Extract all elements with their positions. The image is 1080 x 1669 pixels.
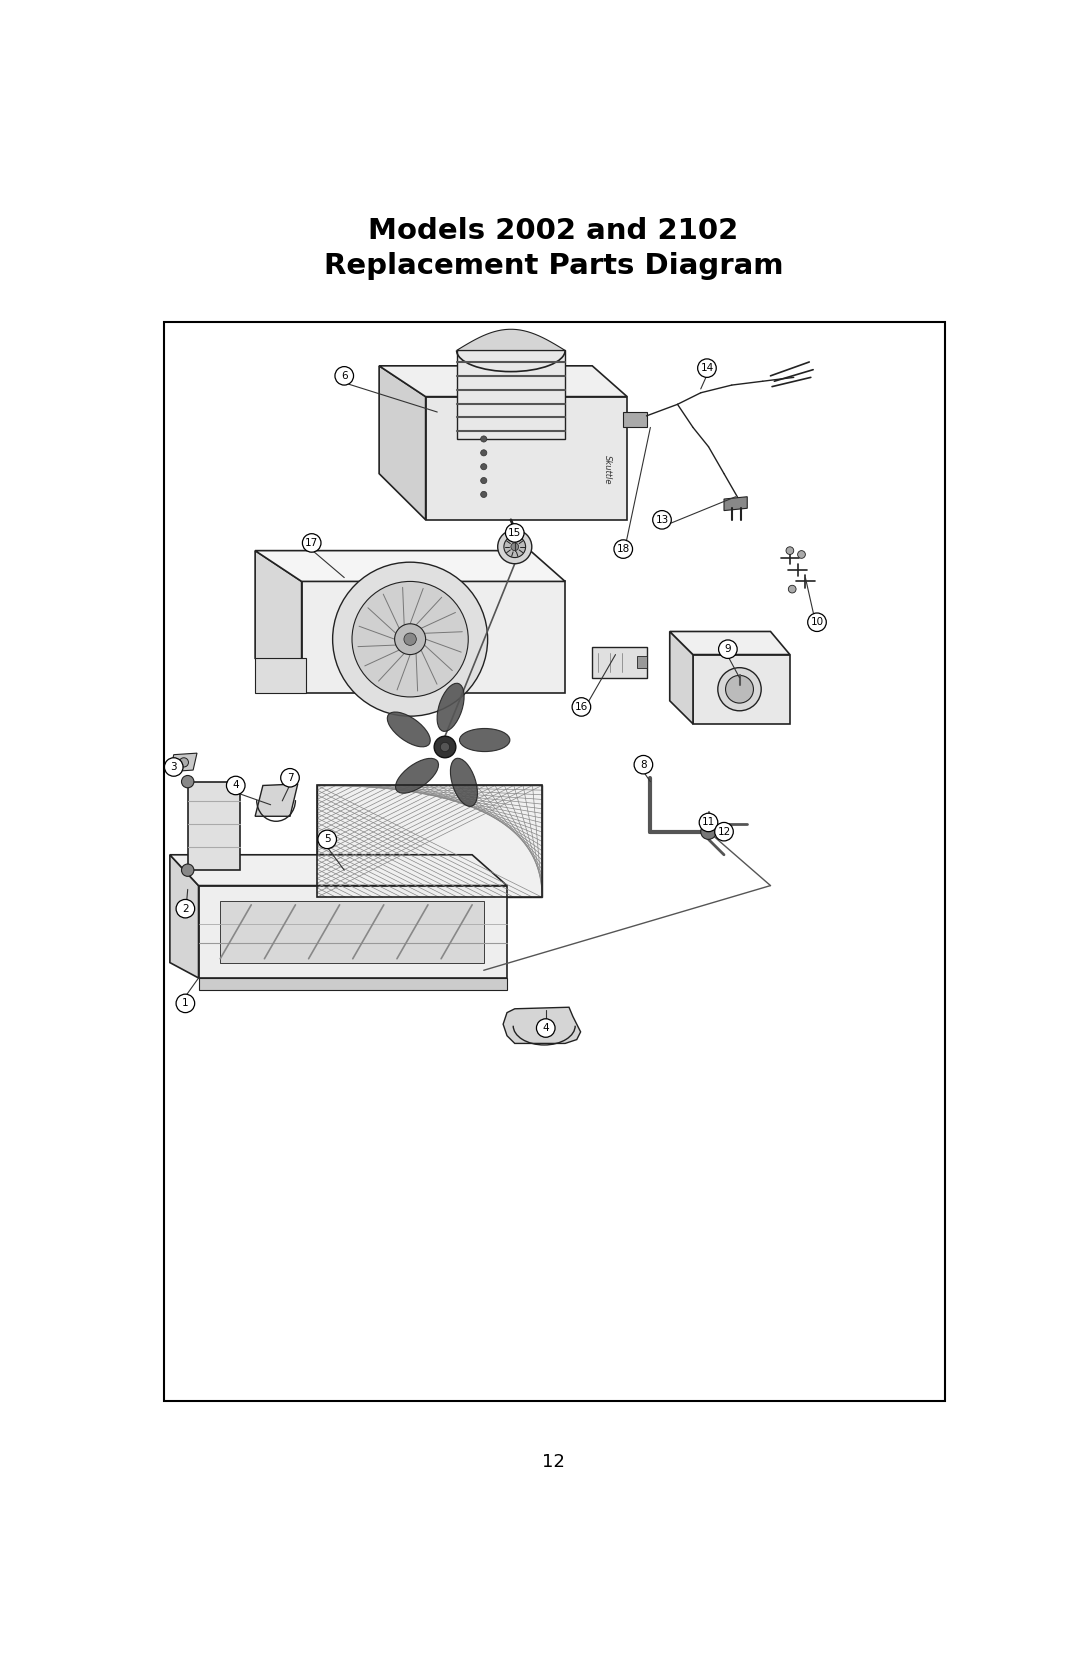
Circle shape xyxy=(281,768,299,788)
Text: 6: 6 xyxy=(341,371,348,381)
Circle shape xyxy=(726,676,754,703)
Polygon shape xyxy=(693,654,789,724)
Circle shape xyxy=(176,995,194,1013)
Circle shape xyxy=(318,829,337,848)
Circle shape xyxy=(335,367,353,386)
Polygon shape xyxy=(220,901,484,963)
Polygon shape xyxy=(457,329,565,350)
Circle shape xyxy=(788,586,796,592)
Bar xyxy=(164,322,945,1402)
Text: Models 2002 and 2102: Models 2002 and 2102 xyxy=(368,217,739,245)
Text: 4: 4 xyxy=(232,781,239,791)
Circle shape xyxy=(786,547,794,554)
Text: 15: 15 xyxy=(508,527,522,537)
Ellipse shape xyxy=(395,758,438,793)
Polygon shape xyxy=(623,412,647,427)
Circle shape xyxy=(718,668,761,711)
Circle shape xyxy=(505,524,524,542)
Text: 13: 13 xyxy=(656,514,669,524)
Circle shape xyxy=(504,536,526,557)
Circle shape xyxy=(176,900,194,918)
Circle shape xyxy=(511,542,518,551)
Circle shape xyxy=(441,743,449,751)
Circle shape xyxy=(718,639,738,659)
Polygon shape xyxy=(255,784,298,816)
Polygon shape xyxy=(670,631,693,724)
Polygon shape xyxy=(503,1006,581,1043)
Circle shape xyxy=(434,736,456,758)
Polygon shape xyxy=(670,631,789,654)
Circle shape xyxy=(715,823,733,841)
Polygon shape xyxy=(170,855,507,886)
Polygon shape xyxy=(301,581,565,693)
Polygon shape xyxy=(457,350,565,439)
Circle shape xyxy=(394,624,426,654)
Ellipse shape xyxy=(450,758,477,806)
Polygon shape xyxy=(255,551,565,581)
Circle shape xyxy=(652,511,672,529)
Circle shape xyxy=(481,491,487,497)
Text: 3: 3 xyxy=(171,763,177,773)
Text: 18: 18 xyxy=(617,544,630,554)
Text: 17: 17 xyxy=(305,537,319,547)
Circle shape xyxy=(613,539,633,559)
Polygon shape xyxy=(170,855,199,978)
Circle shape xyxy=(481,477,487,484)
Circle shape xyxy=(352,581,469,698)
Circle shape xyxy=(181,776,194,788)
Text: 12: 12 xyxy=(542,1452,565,1470)
Polygon shape xyxy=(255,551,301,693)
Circle shape xyxy=(179,758,189,768)
Text: 12: 12 xyxy=(717,826,731,836)
Circle shape xyxy=(634,756,652,774)
Polygon shape xyxy=(170,753,197,771)
Text: Skuttle: Skuttle xyxy=(604,456,612,484)
Text: 10: 10 xyxy=(810,618,824,628)
Polygon shape xyxy=(318,786,542,898)
Ellipse shape xyxy=(437,683,464,731)
Polygon shape xyxy=(379,366,627,397)
Ellipse shape xyxy=(388,713,430,746)
Text: 4: 4 xyxy=(542,1023,549,1033)
Text: 11: 11 xyxy=(702,818,715,828)
Polygon shape xyxy=(255,659,306,693)
Text: 8: 8 xyxy=(640,759,647,769)
Circle shape xyxy=(701,824,716,840)
Circle shape xyxy=(481,464,487,469)
Circle shape xyxy=(302,534,321,552)
Circle shape xyxy=(498,529,531,564)
Circle shape xyxy=(181,865,194,876)
Polygon shape xyxy=(724,497,747,511)
Text: Replacement Parts Diagram: Replacement Parts Diagram xyxy=(324,252,783,280)
Circle shape xyxy=(481,436,487,442)
Circle shape xyxy=(481,449,487,456)
Polygon shape xyxy=(379,366,426,519)
Polygon shape xyxy=(199,978,507,990)
Text: 16: 16 xyxy=(575,703,588,713)
Text: 7: 7 xyxy=(286,773,294,783)
Polygon shape xyxy=(188,781,240,870)
Circle shape xyxy=(164,758,183,776)
Ellipse shape xyxy=(459,728,510,751)
Circle shape xyxy=(798,551,806,559)
Text: 5: 5 xyxy=(324,834,330,845)
Circle shape xyxy=(699,813,718,831)
Circle shape xyxy=(572,698,591,716)
Circle shape xyxy=(698,359,716,377)
Polygon shape xyxy=(592,648,647,678)
Circle shape xyxy=(227,776,245,794)
Circle shape xyxy=(808,613,826,631)
Polygon shape xyxy=(637,656,647,669)
Circle shape xyxy=(404,633,416,646)
Text: 2: 2 xyxy=(183,903,189,913)
Polygon shape xyxy=(426,397,627,519)
Circle shape xyxy=(333,562,488,716)
Circle shape xyxy=(537,1018,555,1036)
Text: 1: 1 xyxy=(183,998,189,1008)
Text: 14: 14 xyxy=(700,364,714,374)
Text: 9: 9 xyxy=(725,644,731,654)
Polygon shape xyxy=(199,886,507,978)
